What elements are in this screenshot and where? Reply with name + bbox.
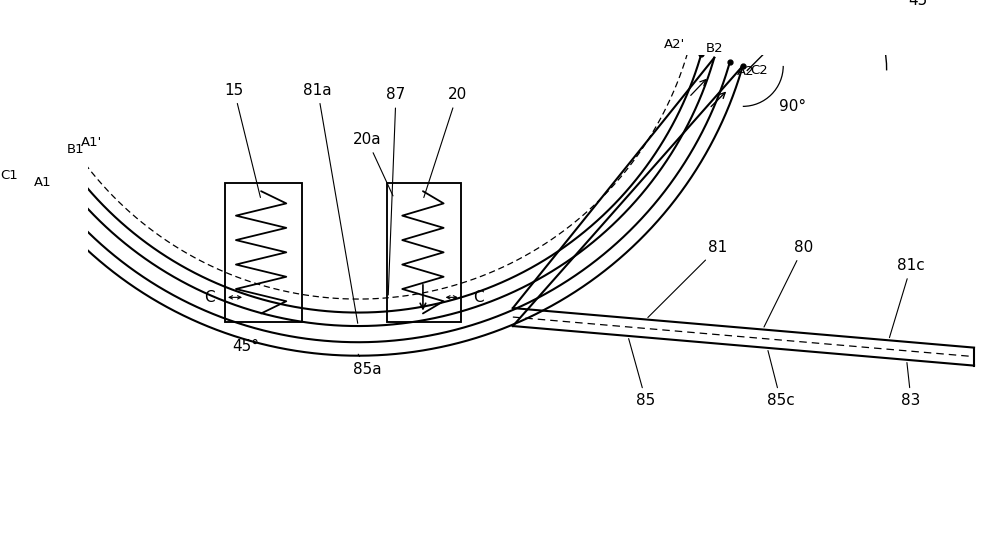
Text: 80: 80 — [764, 240, 813, 327]
Text: 87: 87 — [386, 87, 406, 295]
Text: C: C — [473, 290, 484, 305]
Text: C2: C2 — [750, 64, 768, 77]
Text: 45°: 45° — [908, 0, 935, 8]
Text: C: C — [204, 290, 214, 305]
Text: 85a: 85a — [353, 354, 382, 377]
Text: C1: C1 — [0, 169, 18, 182]
Text: 81c: 81c — [889, 259, 925, 338]
Text: 45°: 45° — [232, 339, 259, 354]
Text: 20: 20 — [424, 87, 467, 198]
Text: 15: 15 — [225, 83, 260, 198]
Text: 81a: 81a — [303, 83, 358, 323]
Text: 90°: 90° — [779, 99, 806, 114]
Text: 81: 81 — [648, 240, 727, 317]
Bar — [387, 183, 461, 322]
Text: A2: A2 — [737, 65, 755, 78]
Bar — [225, 183, 302, 322]
Text: 85c: 85c — [767, 351, 795, 408]
Text: 83: 83 — [901, 362, 921, 408]
Text: 20a: 20a — [353, 132, 393, 196]
Text: 81b: 81b — [0, 548, 1, 549]
Text: A2': A2' — [663, 38, 685, 52]
Text: 85: 85 — [629, 339, 656, 408]
Text: A1': A1' — [81, 136, 102, 149]
Text: A1: A1 — [33, 176, 51, 189]
Text: 85b: 85b — [0, 548, 1, 549]
Text: B2: B2 — [706, 42, 723, 55]
Text: B1: B1 — [67, 143, 84, 156]
